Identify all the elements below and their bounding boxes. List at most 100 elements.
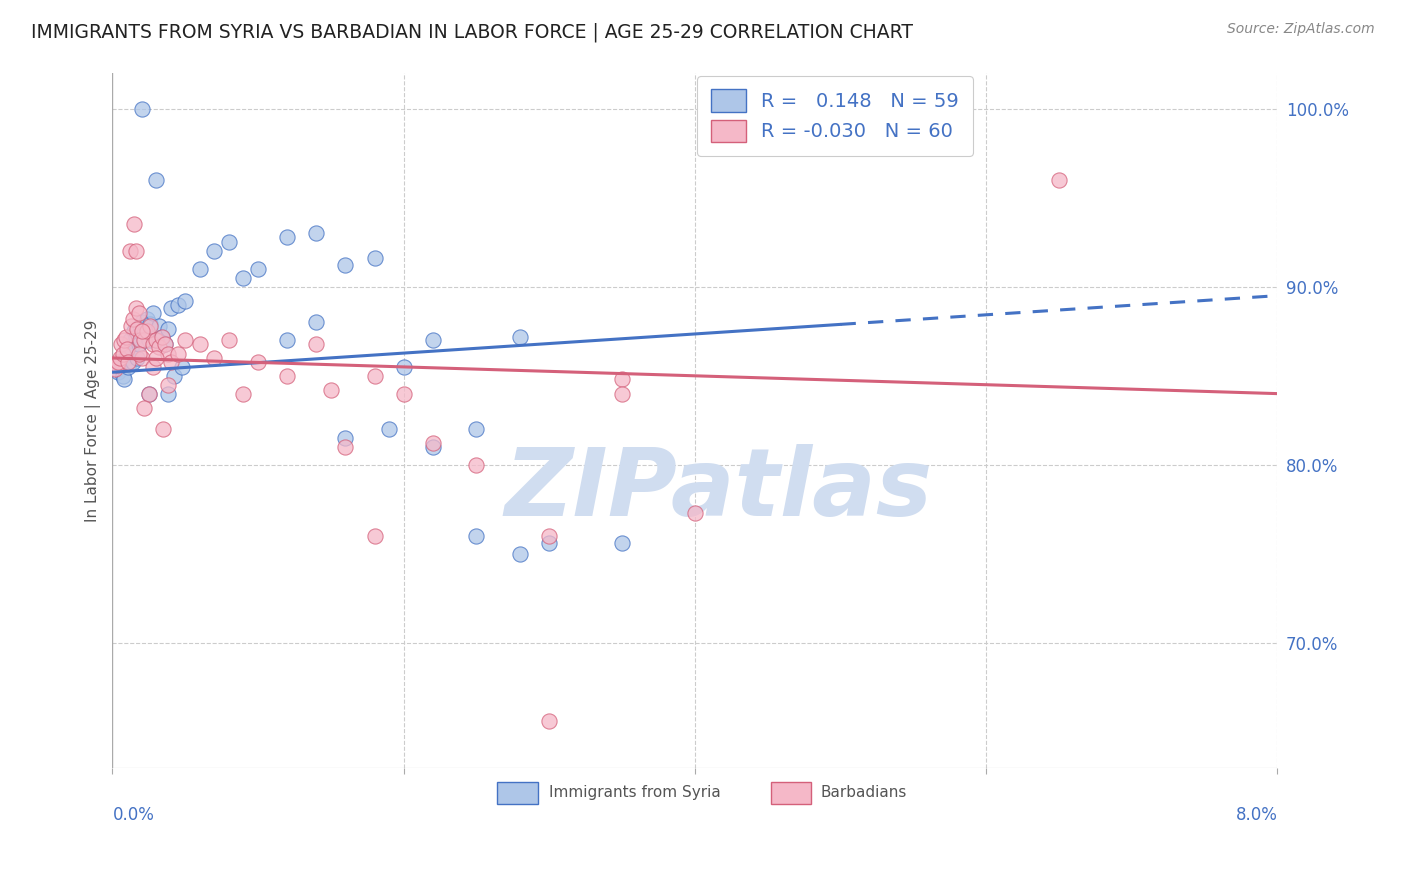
Point xyxy=(610,536,633,550)
Point xyxy=(153,336,176,351)
Point xyxy=(136,311,159,326)
Point xyxy=(115,342,138,356)
Legend: R =   0.148   N = 59, R = -0.030   N = 60: R = 0.148 N = 59, R = -0.030 N = 60 xyxy=(697,76,973,156)
Point xyxy=(162,368,184,383)
Point xyxy=(117,359,139,374)
Point xyxy=(276,230,298,244)
Point xyxy=(136,324,159,338)
Point xyxy=(129,318,152,333)
Point xyxy=(1047,173,1070,187)
Point xyxy=(115,347,138,361)
Point xyxy=(363,529,385,543)
Point xyxy=(131,102,153,116)
Point xyxy=(142,359,165,374)
Point xyxy=(111,347,134,361)
Point xyxy=(131,324,153,338)
Point xyxy=(105,361,128,376)
Point xyxy=(125,244,148,259)
Point xyxy=(156,347,179,361)
Point xyxy=(218,333,240,347)
Text: 0.0%: 0.0% xyxy=(112,805,155,824)
Point xyxy=(153,336,176,351)
Point xyxy=(683,506,706,520)
Point xyxy=(107,365,129,379)
Point xyxy=(145,333,167,347)
Point xyxy=(509,547,531,561)
Point xyxy=(610,372,633,386)
Point xyxy=(125,301,148,315)
Point xyxy=(188,261,211,276)
Point xyxy=(232,386,254,401)
Point xyxy=(202,351,225,365)
Point xyxy=(335,440,357,454)
Point xyxy=(128,347,150,361)
Point xyxy=(465,529,488,543)
Point xyxy=(138,386,160,401)
Point xyxy=(156,386,179,401)
FancyBboxPatch shape xyxy=(496,781,537,804)
Point xyxy=(134,322,156,336)
Point xyxy=(139,317,162,331)
Point xyxy=(276,368,298,383)
Point xyxy=(363,368,385,383)
Point xyxy=(422,333,444,347)
Text: Source: ZipAtlas.com: Source: ZipAtlas.com xyxy=(1227,22,1375,37)
Point xyxy=(142,306,165,320)
Point xyxy=(145,333,167,347)
Point xyxy=(120,318,142,333)
Point xyxy=(114,351,136,365)
Point xyxy=(335,258,357,272)
Point xyxy=(134,333,156,347)
Point xyxy=(121,311,143,326)
Point xyxy=(156,377,179,392)
Point xyxy=(121,354,143,368)
Point xyxy=(131,351,153,365)
Point xyxy=(538,536,561,550)
Point xyxy=(422,440,444,454)
Point xyxy=(111,368,134,383)
Point xyxy=(134,401,156,415)
Point xyxy=(110,354,132,368)
Point xyxy=(122,324,145,338)
Point xyxy=(335,431,357,445)
Text: ZIPatlas: ZIPatlas xyxy=(505,444,932,536)
Y-axis label: In Labor Force | Age 25-29: In Labor Force | Age 25-29 xyxy=(86,319,101,522)
Point xyxy=(465,422,488,436)
Point xyxy=(465,458,488,472)
Point xyxy=(129,333,152,347)
Point xyxy=(112,333,135,347)
Point xyxy=(305,227,328,241)
Point xyxy=(202,244,225,259)
Point xyxy=(125,329,148,343)
Point xyxy=(167,297,190,311)
Point xyxy=(538,529,561,543)
Point xyxy=(139,318,162,333)
Point xyxy=(118,333,141,347)
Point xyxy=(117,354,139,368)
Point xyxy=(142,336,165,351)
Point xyxy=(174,293,197,308)
Point xyxy=(247,354,270,368)
Point xyxy=(150,329,173,343)
Point xyxy=(105,358,128,372)
Point xyxy=(138,333,160,347)
Point xyxy=(610,386,633,401)
Point xyxy=(148,318,170,333)
Point xyxy=(156,322,179,336)
Point xyxy=(108,358,131,372)
Point xyxy=(392,359,415,374)
Point xyxy=(131,315,153,329)
Point xyxy=(128,336,150,351)
Point xyxy=(128,306,150,320)
Point xyxy=(110,336,132,351)
Point xyxy=(174,333,197,347)
Point xyxy=(188,336,211,351)
Text: Barbadians: Barbadians xyxy=(821,785,907,800)
Point xyxy=(138,386,160,401)
Point xyxy=(538,714,561,729)
Point xyxy=(378,422,401,436)
Point xyxy=(104,361,127,376)
Point xyxy=(122,218,145,232)
Point xyxy=(305,315,328,329)
Point xyxy=(159,301,181,315)
